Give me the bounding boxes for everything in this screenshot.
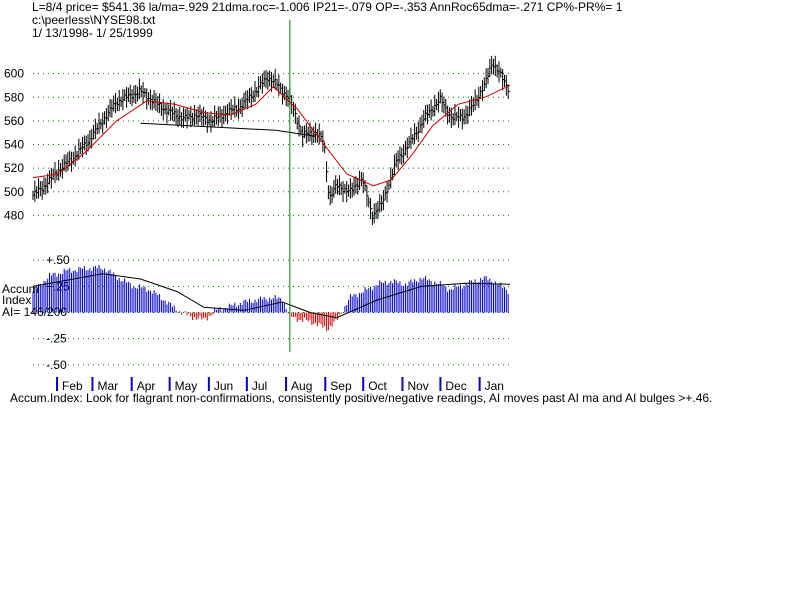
stats-line: L=8/4 price= $541.36 la/ma=.929 21dma.ro… bbox=[32, 0, 623, 14]
month-label-jul: Jul bbox=[252, 379, 267, 393]
price-bars bbox=[32, 55, 511, 226]
month-label-jun: Jun bbox=[214, 379, 233, 393]
ai-moving-average bbox=[32, 273, 511, 319]
month-label-dec: Dec bbox=[445, 379, 466, 393]
price-y-axis: 600 580 560 540 520 500 480 bbox=[4, 67, 24, 223]
date-range: 1/ 13/1998- 1/ 25/1999 bbox=[32, 26, 153, 40]
month-label-apr: Apr bbox=[137, 379, 156, 393]
price-tick-label: 520 bbox=[4, 161, 24, 175]
month-label-feb: Feb bbox=[62, 379, 83, 393]
series-lines bbox=[32, 84, 511, 319]
file-path: c:\peerless\NYSE98.txt bbox=[32, 13, 156, 27]
month-label-aug: Aug bbox=[291, 379, 312, 393]
price-tick-label: 480 bbox=[4, 208, 24, 222]
month-label-nov: Nov bbox=[407, 379, 428, 393]
ai-y-axis: +.50+.25-.25-.50 bbox=[46, 253, 70, 372]
price-tick-label: 500 bbox=[4, 185, 24, 199]
month-label-may: May bbox=[175, 379, 198, 393]
ai-label-index: Index bbox=[2, 293, 31, 307]
price-tick-label: 580 bbox=[4, 90, 24, 104]
ai-tick-label: +.50 bbox=[46, 253, 70, 267]
price-moving-average bbox=[32, 84, 511, 187]
price-tick-label: 560 bbox=[4, 114, 24, 128]
month-label-sep: Sep bbox=[330, 379, 352, 393]
ai-tick-label: -.50 bbox=[46, 358, 67, 372]
footer-note: Accum.Index: Look for flagrant non-confi… bbox=[10, 391, 713, 405]
ai-histogram bbox=[32, 265, 509, 332]
month-axis: Feb Mar Apr May Jun Jul Aug Sep Oct Nov Dec Jan bbox=[56, 377, 504, 393]
month-label-jan: Jan bbox=[485, 379, 504, 393]
ai-label-count: AI= 146/200 bbox=[2, 305, 67, 319]
ai-label-accum: Accum bbox=[2, 282, 39, 296]
trend-line bbox=[140, 122, 316, 137]
month-label-mar: Mar bbox=[97, 379, 118, 393]
month-label-oct: Oct bbox=[368, 379, 387, 393]
price-tick-label: 540 bbox=[4, 138, 24, 152]
price-tick-label: 600 bbox=[4, 67, 24, 81]
ai-tick-label: -.25 bbox=[46, 332, 67, 346]
